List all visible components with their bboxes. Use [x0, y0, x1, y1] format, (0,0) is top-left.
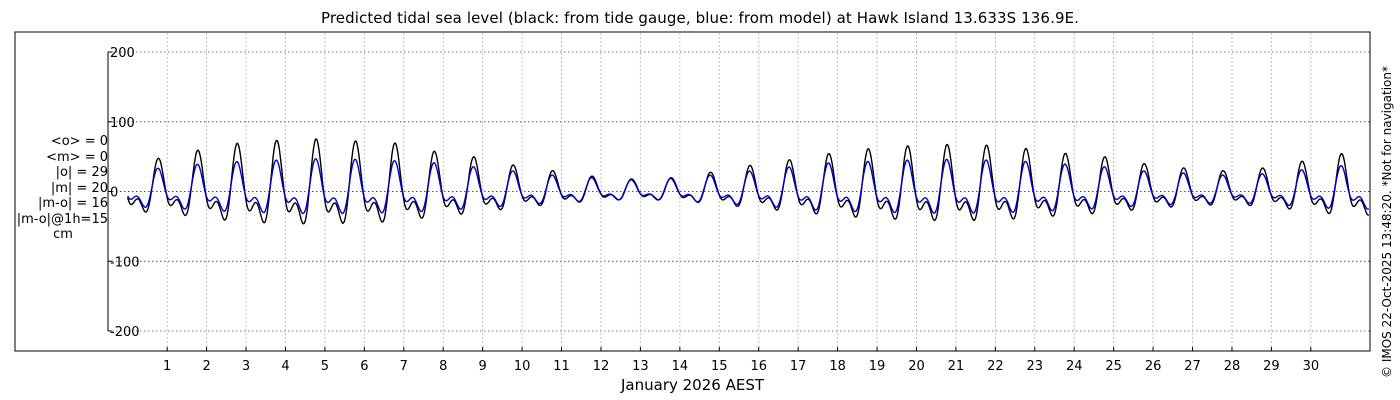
x-tick-label: 12	[593, 359, 610, 374]
stats-panel: <o> = 0 <m> = 0 |o| = 29 |m| = 20 |m-o| …	[0, 134, 108, 243]
series-line-model	[127, 158, 1370, 215]
x-tick-label: 28	[1224, 359, 1241, 374]
stat-abs-diff-1h: |m-o|@1h=15	[16, 211, 108, 227]
y-tick-label: -200	[110, 325, 140, 340]
x-tick-label: 7	[400, 359, 408, 374]
x-tick-label: 17	[790, 359, 807, 374]
x-tick-label: 19	[869, 359, 886, 374]
x-tick-label: 2	[202, 359, 210, 374]
x-tick-label: 21	[948, 359, 965, 374]
x-tick-label: 9	[479, 359, 487, 374]
x-tick-label: 24	[1066, 359, 1083, 374]
x-tick-label: 11	[553, 359, 570, 374]
x-tick-label: 27	[1184, 359, 1201, 374]
y-tick-label: 200	[110, 46, 135, 61]
x-axis-label: January 2026 AEST	[621, 376, 764, 394]
x-tick-label: 29	[1263, 359, 1280, 374]
x-tick-label: 20	[908, 359, 925, 374]
y-tick-label: -100	[110, 255, 140, 270]
data-series	[127, 138, 1370, 225]
chart-title: Predicted tidal sea level (black: from t…	[320, 9, 1080, 27]
credit-text: © IMOS 22-Oct-2025 13:48:20. *Not for na…	[1380, 66, 1394, 378]
y-tick-label: 100	[110, 116, 135, 131]
stat-unit: cm	[53, 227, 73, 242]
stat-abs-model: |m| = 20	[50, 180, 108, 196]
stat-mean-model: <m> = 0	[46, 149, 108, 165]
grid-lines	[108, 33, 1370, 350]
x-tick-label: 18	[829, 359, 846, 374]
stat-mean-obs: <o> = 0	[50, 134, 108, 149]
plot-frame	[14, 31, 1371, 352]
x-tick-label: 30	[1303, 359, 1320, 374]
y-tick-label: 0	[110, 186, 118, 201]
x-tick-label: 16	[750, 359, 767, 374]
x-tick-label: 26	[1145, 359, 1162, 374]
series-line-tide-gauge	[127, 138, 1370, 225]
stat-abs-obs: |o| = 29	[55, 165, 108, 180]
x-tick-label: 3	[242, 359, 250, 374]
x-tick-label: 23	[1027, 359, 1044, 374]
x-tick-label: 4	[281, 359, 289, 374]
x-tick-label: 25	[1105, 359, 1122, 374]
x-tick-label: 14	[672, 359, 689, 374]
x-tick-label: 22	[987, 359, 1004, 374]
x-tick-label: 10	[514, 359, 531, 374]
y-axis-ticks: -200 -100 0 100 200	[108, 46, 140, 340]
x-tick-label: 13	[632, 359, 649, 374]
stat-abs-diff: |m-o| = 16	[37, 196, 108, 211]
x-axis-ticks: 1 2 3 4 5 6 7 8 9 10 11 12 13 14 15 16 17 18 19 20 21 22 23 24 2…	[163, 347, 1319, 374]
x-tick-label: 15	[711, 359, 728, 374]
x-tick-label: 1	[163, 359, 171, 374]
x-tick-label: 6	[360, 359, 368, 374]
x-tick-label: 5	[321, 359, 329, 374]
x-tick-label: 8	[439, 359, 447, 374]
